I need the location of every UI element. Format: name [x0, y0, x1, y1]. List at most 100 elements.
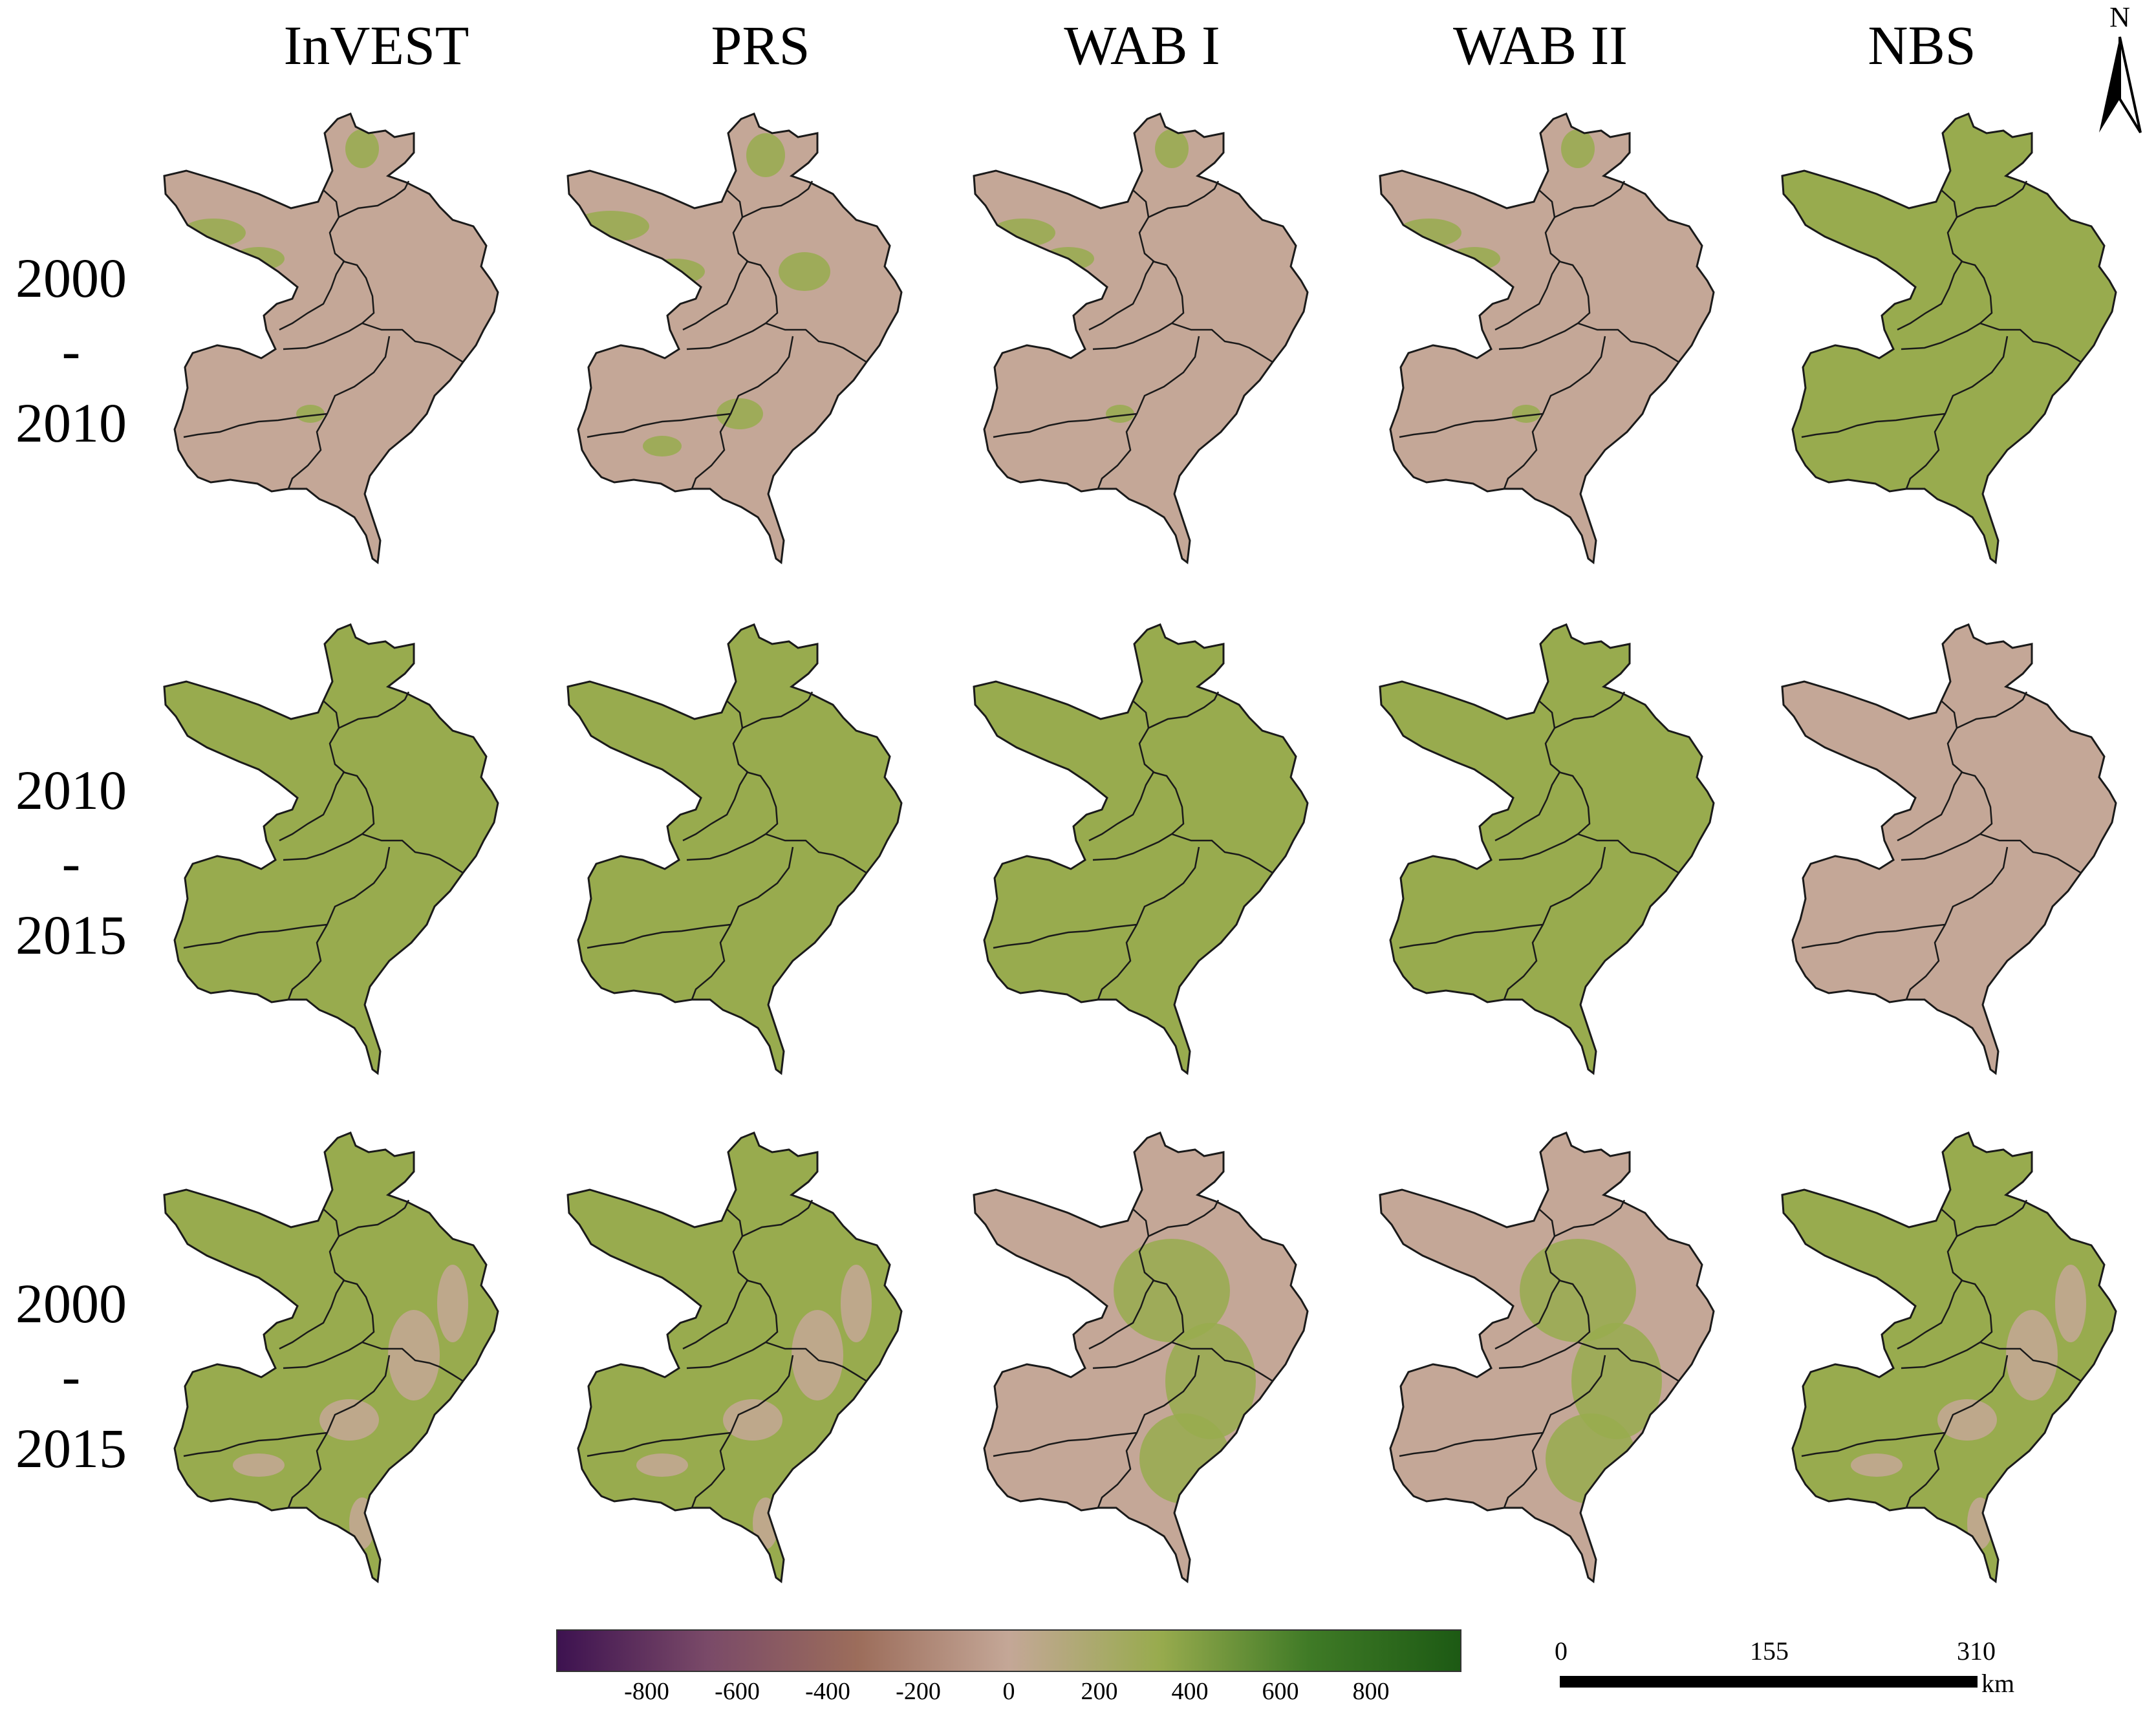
row-label-end: 2015 [16, 904, 127, 966]
north-arrow-icon [2099, 36, 2142, 134]
map-wab-ii-2010-2015 [1379, 623, 1715, 1075]
region-fill [568, 625, 901, 1073]
legend-tick-label: 0 [1002, 1678, 1015, 1705]
map-invest-2010-2015 [163, 623, 499, 1075]
row-label-2000-2015: 2000 - 2015 [0, 1267, 142, 1485]
map-patch [717, 398, 763, 429]
map-patch [1571, 1323, 1662, 1439]
row-label-separator: - [61, 1345, 81, 1407]
color-legend: -800 -600 -400 -200 0 200 400 600 800 [556, 1629, 1461, 1713]
row-label-separator: - [61, 319, 81, 381]
map-patch [636, 1453, 688, 1477]
region-fill [568, 1133, 901, 1582]
map-patch [746, 133, 785, 177]
map-patch [1937, 1399, 1997, 1441]
scale-line [1560, 1676, 1978, 1688]
region-patches [1851, 1265, 2086, 1549]
map-patch [349, 1497, 375, 1549]
map-nbs-2010-2015 [1781, 623, 2117, 1075]
row-label-start: 2010 [16, 759, 127, 821]
scale-label-0: 0 [1555, 1636, 1568, 1666]
map-patch [1155, 129, 1189, 168]
scale-label-155: 155 [1750, 1636, 1789, 1666]
map-invest-2000-2010 [163, 113, 499, 564]
legend-tick-label: 200 [1081, 1678, 1118, 1705]
map-patch [181, 219, 246, 247]
row-label-start: 2000 [16, 1272, 127, 1335]
region-fill [164, 1133, 498, 1582]
scale-label-310: 310 [1957, 1636, 1996, 1666]
row-label-start: 2000 [16, 247, 127, 309]
map-nbs-2000-2010 [1781, 113, 2117, 564]
map-nbs-2000-2015 [1781, 1131, 2117, 1583]
map-patch [841, 1265, 872, 1342]
map-patch [345, 129, 379, 168]
region-fill [1782, 114, 2116, 563]
region-fill [568, 114, 901, 563]
column-header-nbs: NBS [1868, 14, 1976, 76]
scale-bar: 0 155 310 km [1552, 1636, 2043, 1707]
map-patch [1165, 1323, 1256, 1439]
region-fill [974, 1133, 1308, 1582]
legend-tick-label: 800 [1352, 1678, 1390, 1705]
map-patch [779, 252, 830, 291]
region-fill [974, 114, 1308, 563]
map-patch [2055, 1265, 2086, 1342]
scale-unit: km [1981, 1669, 2015, 1698]
legend-tick-label: -800 [624, 1678, 669, 1705]
map-wab-ii-2000-2015 [1379, 1131, 1715, 1583]
region-fill [1380, 1133, 1714, 1582]
map-patch [1546, 1413, 1636, 1504]
region-fill [1782, 1133, 2116, 1582]
legend-tick-label: -600 [715, 1678, 760, 1705]
map-patch [643, 436, 682, 456]
region-patches [1520, 1239, 1662, 1504]
row-label-end: 2010 [16, 392, 127, 454]
region-fill [1380, 114, 1714, 563]
map-prs-2000-2015 [566, 1131, 903, 1583]
region-patches [233, 1265, 468, 1549]
map-wab-i-2000-2010 [973, 113, 1309, 564]
north-arrow-label: N [2109, 1, 2130, 33]
map-patch [991, 219, 1055, 247]
map-invest-2000-2015 [163, 1131, 499, 1583]
legend-tick-label: 400 [1171, 1678, 1209, 1705]
map-patch [319, 1399, 379, 1441]
row-label-end: 2015 [16, 1417, 127, 1479]
map-patch [753, 1497, 779, 1549]
map-patch [792, 1310, 843, 1400]
map-patch [1106, 405, 1134, 423]
region-fill [974, 625, 1308, 1073]
column-header-invest: InVEST [283, 14, 469, 76]
map-patch [1967, 1497, 1993, 1549]
region-fill [1782, 625, 2116, 1073]
map-patch [723, 1399, 782, 1441]
row-label-2010-2015: 2010 - 2015 [0, 754, 142, 971]
legend-tick-label: -200 [896, 1678, 941, 1705]
column-header-wab-ii: WAB II [1453, 14, 1628, 76]
region-fill [1380, 625, 1714, 1073]
map-cells-group [163, 113, 2117, 1583]
map-wab-i-2000-2015 [973, 1131, 1309, 1583]
map-prs-2000-2010 [566, 113, 903, 564]
region-patches [636, 1265, 872, 1549]
map-patch [645, 259, 705, 284]
map-patch [2006, 1310, 2058, 1400]
legend-colorbar [556, 1629, 1461, 1672]
row-label-separator: - [61, 831, 81, 894]
map-wab-ii-2000-2010 [1379, 113, 1715, 564]
map-patch [1397, 219, 1461, 247]
map-patch [388, 1310, 440, 1400]
legend-tick-label: -400 [805, 1678, 850, 1705]
legend-tick-label: 600 [1262, 1678, 1299, 1705]
row-label-2000-2010: 2000 - 2010 [0, 242, 142, 459]
north-arrow: N [2087, 3, 2152, 139]
map-patch [1139, 1413, 1230, 1504]
map-patch [1561, 129, 1595, 168]
map-patch [296, 405, 325, 423]
map-prs-2010-2015 [566, 623, 903, 1075]
map-wab-i-2010-2015 [973, 623, 1309, 1075]
map-patch [437, 1265, 468, 1342]
